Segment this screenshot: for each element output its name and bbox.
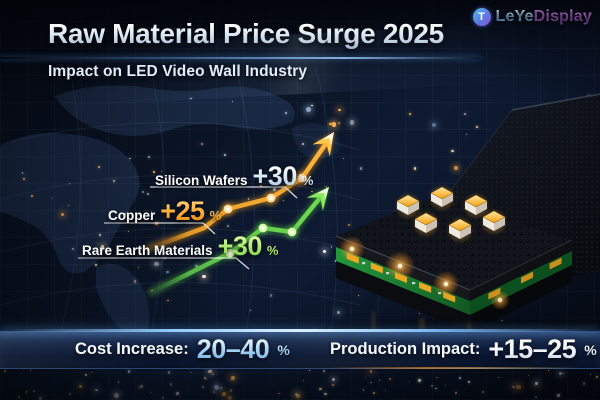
callout-copper: Copper +25 % (108, 196, 221, 227)
series-change-value: +25 (160, 196, 205, 226)
brand-logo: T LeYeDisplay (472, 8, 593, 26)
series-name: Rare Earth Materials (82, 243, 213, 258)
brand-logo-text: LeYeDisplay (496, 8, 593, 26)
series-name: Silicon Wafers (155, 173, 248, 188)
percent-sign: % (266, 243, 279, 258)
series-change-value: +30 (252, 161, 298, 191)
stat-production-impact: Production Impact: +15–25 % (330, 331, 597, 368)
page-title: Raw Material Price Surge 2025 (48, 18, 444, 49)
stat-label: Production Impact: (330, 340, 481, 358)
stats-band: Cost Increase: 20–40 % Production Impact… (0, 329, 600, 369)
stat-value: 20–40 (196, 334, 270, 364)
percent-sign: % (301, 173, 314, 188)
page-subtitle: Impact on LED Video Wall Industry (48, 63, 308, 80)
brand-name-right: Display (533, 8, 592, 25)
series-name: Copper (108, 208, 156, 223)
brand-name-left: LeYe (495, 8, 534, 25)
title-divider (0, 57, 480, 59)
stat-value: +15–25 (488, 334, 577, 364)
stat-label: Cost Increase: (75, 340, 189, 358)
percent-sign: % (584, 341, 597, 358)
callout-rare-earth-materials: Rare Earth Materials +30 % (82, 231, 278, 262)
brand-logo-icon: T (472, 8, 491, 26)
series-change-value: +30 (217, 231, 263, 261)
percent-sign: % (277, 341, 290, 358)
stat-cost-increase: Cost Increase: 20–40 % (75, 331, 290, 368)
callout-silicon-wafers: Silicon Wafers +30 % (155, 161, 313, 192)
percent-sign: % (209, 208, 222, 223)
led-module-illustration (320, 93, 600, 352)
